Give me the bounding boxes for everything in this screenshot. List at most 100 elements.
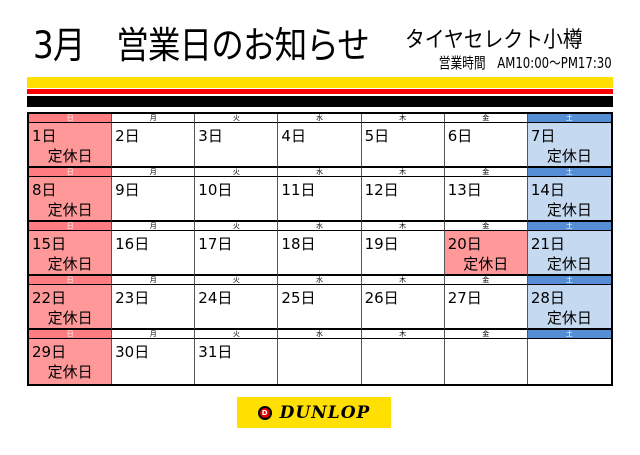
closed-label: 定休日: [47, 147, 93, 165]
calendar-day-cell: 20日定休日: [444, 231, 528, 276]
weekday-header: 水: [278, 276, 362, 285]
calendar-day-cell: 18日: [278, 231, 362, 276]
weekday-header: 火: [195, 114, 279, 123]
weekday-header: 月: [112, 276, 196, 285]
day-number: 15日: [32, 235, 67, 253]
calendar-day-cell: 5日: [361, 123, 445, 168]
weekday-header: 水: [278, 222, 362, 231]
weekday-header: 日: [29, 168, 113, 177]
calendar-day-cell: 10日: [195, 177, 279, 222]
calendar-day-cell: [445, 339, 528, 384]
closed-label: 定休日: [463, 255, 509, 273]
calendar-day-cell: 11日: [278, 177, 362, 222]
weekday-header: 金: [444, 276, 528, 285]
day-number: 22日: [32, 289, 67, 307]
calendar-day-cell: 14日 定休日: [527, 177, 611, 222]
calendar-day-cell: [362, 339, 445, 384]
day-number: 20日: [447, 235, 482, 253]
calendar-day-cell: 29日定休日: [29, 339, 113, 384]
day-number: 27日: [447, 289, 482, 307]
weekday-header: 月: [112, 114, 196, 123]
closed-label: 定休日: [47, 309, 93, 327]
weekday-header: 金: [444, 330, 528, 339]
calendar-day-cell: 22日定休日: [29, 285, 113, 330]
closed-label: 定休日: [47, 255, 93, 273]
red-stripe: [27, 89, 613, 94]
page-title: 3月 営業日のお知らせ: [33, 24, 370, 67]
black-stripe: [27, 96, 613, 107]
weekday-header: 日: [29, 330, 113, 339]
day-number: 5日: [364, 127, 390, 145]
calendar-day-cell: [278, 339, 362, 384]
day-number: 3日: [198, 127, 223, 145]
weekday-header: 火: [195, 168, 279, 177]
day-number: 12日: [364, 181, 399, 199]
calendar-day-cell: 17日: [195, 231, 279, 276]
weekday-header: 木: [361, 276, 445, 285]
closed-label: 定休日: [47, 363, 93, 381]
weekday-header: 土: [527, 114, 611, 123]
day-number: 26日: [364, 289, 399, 307]
day-number: 24日: [198, 289, 233, 307]
weekday-header: 金: [444, 114, 528, 123]
day-number: 7日: [530, 127, 556, 145]
calendar-day-cell: 28日 定休日: [527, 285, 611, 330]
weekday-header: 木: [361, 168, 445, 177]
logo-text: DUNLOP: [279, 402, 371, 423]
closed-label: 定休日: [47, 201, 93, 219]
calendar-day-cell: 4日: [278, 123, 362, 168]
day-number: 23日: [115, 289, 150, 307]
calendar-day-cell: 19日: [361, 231, 445, 276]
calendar-day-cell: 3日: [195, 123, 279, 168]
calendar-day-cell: 8日 定休日: [29, 177, 113, 222]
day-number: 14日: [530, 181, 565, 199]
day-number: 13日: [447, 181, 482, 199]
day-number: 17日: [198, 235, 233, 253]
day-number: 6日: [447, 127, 473, 145]
weekday-header: 水: [278, 114, 362, 123]
day-number: 16日: [115, 235, 150, 253]
day-number: 29日: [32, 343, 67, 361]
closed-label: 定休日: [546, 309, 592, 327]
weekday-header: 土: [527, 222, 611, 231]
dunlop-flying-d-icon: D: [257, 405, 272, 420]
weekday-header: 月: [112, 330, 196, 339]
calendar-day-cell: 12日: [361, 177, 445, 222]
dunlop-logo: D DUNLOP: [237, 397, 391, 428]
calendar-day-cell: 21日 定休日: [527, 231, 611, 276]
day-number: 25日: [281, 289, 316, 307]
calendar-grid: 日月火水木金土 1日 定休日 2日 3日 4日 5日 6日 7日 定休日日月火水木金土 8日 定休日 9…: [27, 112, 613, 386]
day-number: 2日: [115, 127, 140, 145]
weekday-header: 火: [195, 330, 279, 339]
calendar-day-cell: 6日: [444, 123, 528, 168]
weekday-header: 日: [29, 276, 113, 285]
weekday-header: 火: [195, 222, 279, 231]
weekday-header: 火: [195, 276, 279, 285]
weekday-header: 土: [527, 276, 611, 285]
business-hours: 営業時間 AM10:00～PM17:30: [439, 54, 612, 72]
store-name: タイヤセレクト小樽: [405, 28, 583, 53]
calendar-day-cell: 31日: [195, 339, 279, 384]
calendar-day-cell: [528, 339, 611, 384]
calendar-day-cell: 16日: [112, 231, 196, 276]
calendar-day-cell: 15日定休日: [29, 231, 113, 276]
calendar-day-cell: 24日: [195, 285, 279, 330]
weekday-header: 水: [278, 330, 362, 339]
day-number: 19日: [364, 235, 399, 253]
weekday-header: 金: [444, 222, 528, 231]
weekday-header: 土: [527, 168, 611, 177]
closed-label: 定休日: [546, 255, 592, 273]
day-number: 18日: [281, 235, 316, 253]
calendar-day-cell: 25日: [278, 285, 362, 330]
day-number: 4日: [281, 127, 306, 145]
weekday-header: 日: [29, 222, 113, 231]
calendar-day-cell: 23日: [112, 285, 196, 330]
closed-label: 定休日: [546, 147, 592, 165]
day-number: 31日: [198, 343, 233, 361]
day-number: 11日: [281, 181, 316, 199]
day-number: 10日: [198, 181, 233, 199]
day-number: 9日: [115, 181, 140, 199]
weekday-header: 土: [527, 330, 611, 339]
calendar-day-cell: 7日定休日: [527, 123, 611, 168]
weekday-header: 金: [444, 168, 528, 177]
